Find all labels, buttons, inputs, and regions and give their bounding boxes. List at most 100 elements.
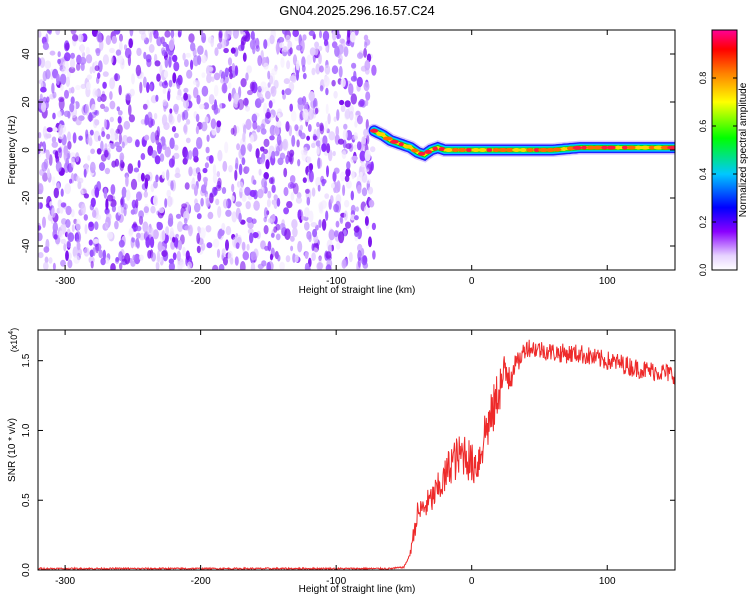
heatmap-noise-speckle: [197, 45, 204, 55]
heatmap-noise-speckle: [60, 238, 67, 244]
heatmap-noise-speckle: [130, 178, 138, 190]
heatmap-x-axis-label: Height of straight line (km): [299, 285, 416, 296]
heatmap-noise-speckle: [263, 39, 268, 50]
heatmap-noise-speckle: [94, 89, 101, 97]
heatmap-noise-speckle: [86, 74, 92, 80]
heatmap-noise-speckle: [271, 98, 276, 104]
heatmap-noise-speckle: [146, 82, 150, 93]
heatmap-noise-speckle: [173, 144, 179, 151]
colorbar-label: Normalized spectral amplitude: [738, 82, 749, 217]
heatmap-noise-speckle: [144, 114, 149, 126]
heatmap-noise-speckle: [241, 157, 246, 166]
heatmap-noise-speckle: [339, 99, 345, 106]
heatmap-noise-speckle: [45, 238, 50, 250]
heatmap-noise-speckle: [70, 96, 75, 105]
heatmap-noise-speckle: [255, 148, 260, 159]
heatmap-noise-speckle: [169, 137, 175, 150]
heatmap-track-peak: [403, 144, 413, 149]
heatmap-noise-speckle: [295, 196, 303, 204]
heatmap-track-peak: [458, 148, 467, 152]
heatmap-noise-speckle: [76, 62, 81, 71]
heatmap-noise-speckle: [145, 236, 151, 248]
heatmap-noise-speckle: [340, 105, 346, 113]
heatmap-noise-speckle: [96, 31, 102, 43]
heatmap-noise-speckle: [259, 93, 264, 100]
heatmap-noise-speckle: [325, 45, 329, 53]
heatmap-noise-speckle: [80, 43, 85, 54]
heatmap-noise-speckle: [150, 227, 154, 240]
heatmap-noise-speckle: [232, 124, 237, 137]
heatmap-track-peak: [519, 148, 528, 152]
heatmap-noise-speckle: [118, 133, 122, 145]
heatmap-noise-speckle: [181, 203, 188, 209]
snr-y-tick-label: 0.0: [21, 563, 32, 577]
heatmap-noise-speckle: [344, 100, 351, 108]
heatmap-noise-speckle: [87, 155, 91, 161]
heatmap-noise-speckle: [114, 220, 119, 230]
heatmap-noise-speckle: [182, 246, 186, 257]
heatmap-noise-speckle: [168, 262, 175, 270]
heatmap-noise-speckle: [279, 42, 285, 49]
heatmap-noise-speckle: [143, 76, 147, 88]
heatmap-noise-speckle: [291, 73, 297, 83]
heatmap-noise-speckle: [170, 36, 175, 46]
heatmap-noise-speckle: [150, 118, 155, 127]
heatmap-track-peak: [370, 128, 379, 133]
heatmap-noise-speckle: [263, 138, 270, 148]
heatmap-noise-speckle: [251, 113, 258, 123]
heatmap-noise-speckle: [291, 110, 297, 122]
heatmap-noise-speckle: [51, 141, 59, 148]
heatmap-noise-speckle: [311, 67, 316, 76]
heatmap-noise-speckle: [113, 30, 121, 35]
heatmap-noise-speckle: [234, 256, 239, 266]
heatmap-noise-speckle: [367, 186, 374, 195]
heatmap-noise-speckle: [161, 114, 168, 126]
heatmap-noise-speckle: [62, 60, 69, 71]
heatmap-noise-speckle: [200, 242, 206, 251]
heatmap-track-peak: [606, 145, 617, 150]
heatmap-noise-speckle: [155, 174, 159, 183]
heatmap-noise-speckle: [292, 54, 298, 66]
heatmap-noise-speckle: [206, 242, 213, 249]
heatmap-noise-speckle: [121, 141, 125, 149]
heatmap-noise-speckle: [245, 201, 251, 210]
heatmap-noise-speckle: [201, 85, 209, 97]
heatmap-track-peak: [648, 145, 656, 150]
heatmap-noise-speckle: [206, 66, 214, 72]
heatmap-noise-speckle: [256, 125, 261, 133]
heatmap-noise-speckle: [51, 207, 56, 218]
heatmap-noise-speckle: [306, 54, 313, 65]
heatmap-noise-speckle: [210, 37, 214, 48]
heatmap-noise-speckle: [212, 264, 219, 270]
heatmap-noise-speckle: [171, 126, 177, 133]
heatmap-noise-speckle: [140, 172, 145, 182]
heatmap-noise-speckle: [188, 166, 193, 177]
snr-series-line: [38, 339, 675, 570]
heatmap-noise-speckle: [237, 44, 244, 52]
heatmap-noise-speckle: [184, 225, 191, 231]
heatmap-noise-speckle: [218, 228, 225, 237]
heatmap-noise-speckle: [147, 250, 152, 259]
heatmap-noise-speckle: [140, 119, 146, 125]
heatmap-noise-speckle: [359, 150, 367, 162]
heatmap-noise-speckle: [362, 255, 368, 264]
heatmap-noise-speckle: [105, 212, 112, 222]
heatmap-noise-speckle: [314, 107, 319, 115]
heatmap-noise-speckle: [321, 218, 327, 231]
heatmap-noise-speckle: [118, 239, 125, 248]
colorbar-ticks: 0.0 0.2 0.4 0.6 0.8: [698, 72, 737, 276]
heatmap-noise-speckle: [177, 221, 184, 233]
heatmap-noise-speckle: [115, 257, 120, 262]
heatmap-noise-speckle: [225, 239, 229, 251]
heatmap-noise-speckle: [48, 30, 52, 35]
heatmap-noise-speckle: [311, 252, 316, 261]
heatmap-noise-speckle: [257, 188, 264, 199]
heatmap-noise-speckle: [156, 73, 161, 82]
heatmap-noise-speckle: [170, 30, 175, 39]
heatmap-noise-speckle: [257, 55, 263, 67]
heatmap-noise-speckle: [143, 203, 150, 216]
heatmap-noise-speckle: [96, 148, 102, 155]
snr-y-tick-label: 1.0: [21, 423, 32, 437]
heatmap-noise-speckle: [250, 30, 255, 41]
heatmap-noise-speckle: [348, 83, 354, 96]
